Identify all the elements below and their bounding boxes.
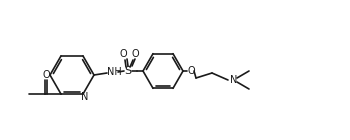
Text: O: O <box>42 70 50 80</box>
Text: O: O <box>187 66 195 76</box>
Text: S: S <box>125 66 132 76</box>
Text: O: O <box>131 49 139 59</box>
Text: O: O <box>119 49 127 59</box>
Text: N: N <box>230 75 238 85</box>
Text: N: N <box>81 92 89 102</box>
Text: NH: NH <box>107 67 121 77</box>
